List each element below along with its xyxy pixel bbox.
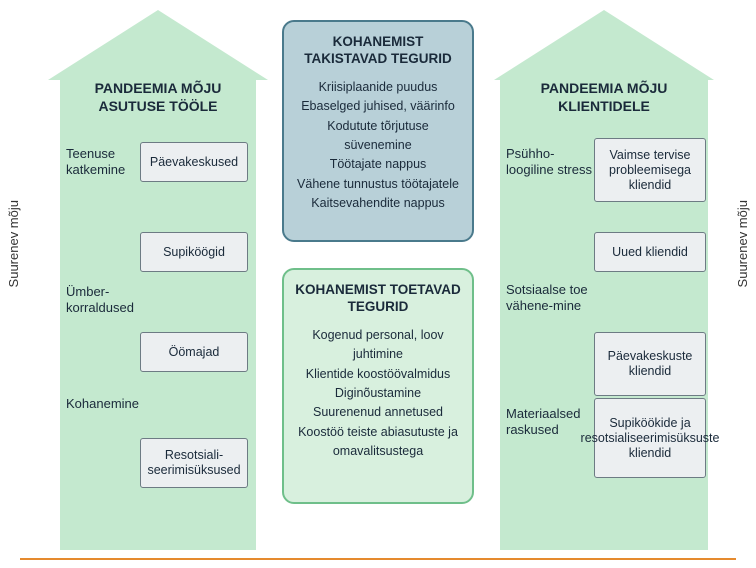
panel-support-list: Kogenud personal, loov juhtimineKlientid… [294,326,462,462]
panel-hinder-item: Ebaselged juhised, väärinfo [294,97,462,116]
panel-hinder-title: KOHANEMIST TAKISTAVAD TEGURID [294,34,462,68]
right-client-box: Supiköökide ja resotsialiseerimisüksuste… [594,398,706,478]
panel-hinder-list: Kriisiplaanide puudusEbaselged juhised, … [294,78,462,214]
panel-support-item: Koostöö teiste abiasutuste ja omavalitsu… [294,423,462,462]
panel-support-item: Diginõustamine [294,384,462,403]
panel-hinder-item: Vähene tunnustus töötajatele [294,175,462,194]
panel-hindering-factors: KOHANEMIST TAKISTAVAD TEGURID Kriisiplaa… [282,20,474,242]
bottom-rule [20,558,736,560]
left-service-box: Öömajad [140,332,248,372]
right-client-box: Päevakeskuste kliendid [594,332,706,396]
panel-hinder-item: Kaitsevahendite nappus [294,194,462,213]
panel-supporting-factors: KOHANEMIST TOETAVAD TEGURID Kogenud pers… [282,268,474,504]
right-row-label: Sotsiaalse toe vähene‐mine [506,282,592,313]
panel-support-item: Suurenenud annetused [294,403,462,422]
left-service-box: Supiköögid [140,232,248,272]
right-arrow-head [494,10,714,80]
diagram-canvas: Suurenev mõju Suurenev mõju PANDEEMIA MÕ… [0,0,756,568]
left-row-label: Kohanemine [66,396,138,412]
panel-support-item: Kogenud personal, loov juhtimine [294,326,462,365]
left-service-box: Resotsiali-seerimisüksused [140,438,248,488]
left-row-label: Teenuse katkemine [66,146,138,177]
panel-hinder-item: Kriisiplaanide puudus [294,78,462,97]
panel-support-item: Klientide koostöövalmidus [294,365,462,384]
right-arrow-title: PANDEEMIA MÕJU KLIENTIDELE [506,80,702,115]
right-row-label: Materiaalsed raskused [506,406,592,437]
right-client-box: Uued kliendid [594,232,706,272]
right-row-label: Psühho‐loogiline stress [506,146,592,177]
panel-support-title: KOHANEMIST TOETAVAD TEGURID [294,282,462,316]
right-client-box: Vaimse tervise probleemisega kliendid [594,138,706,202]
left-row-label: Ümber‐korraldused [66,284,138,315]
panel-hinder-item: Kodutute tõrjutuse süvenemine [294,117,462,156]
left-service-box: Päevakeskused [140,142,248,182]
panel-hinder-item: Töötajate nappus [294,155,462,174]
